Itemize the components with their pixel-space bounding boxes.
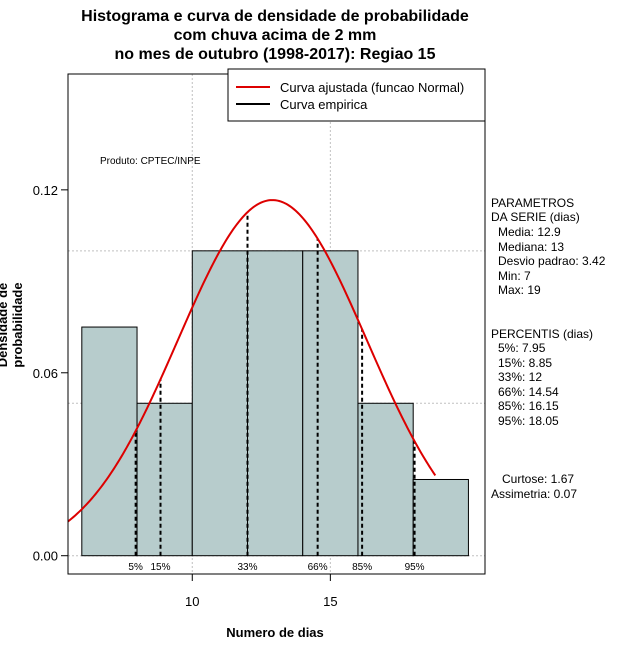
y-tick-label: 0.12 xyxy=(33,183,58,198)
percentile-label: 95% xyxy=(405,562,425,573)
histogram-bar xyxy=(357,402,414,557)
produto-annotation: Produto: CPTEC/INPE xyxy=(100,156,201,167)
parametro-desvio: Desvio padrao: 3.42 xyxy=(498,254,606,268)
histogram-bars xyxy=(81,250,469,557)
parametro-min: Min: 7 xyxy=(498,269,531,283)
percentile-label: 66% xyxy=(308,562,328,573)
percentil-15: 15%: 8.85 xyxy=(498,356,553,370)
percentile-label: 85% xyxy=(352,562,372,573)
y-tick-label: 0.00 xyxy=(33,549,58,564)
percentile-label: 5% xyxy=(128,562,143,573)
legend: Curva ajustada (funcao Normal) Curva empi… xyxy=(227,68,486,122)
percentil-33: 33%: 12 xyxy=(498,370,543,384)
percentil-5: 5%: 7.95 xyxy=(498,341,546,355)
chart-title-line-2: com chuva acima de 2 mm xyxy=(173,27,377,44)
parametro-mediana: Mediana: 13 xyxy=(498,240,565,254)
histogram-bar xyxy=(136,402,193,557)
legend-label: Curva ajustada (funcao Normal) xyxy=(280,80,464,95)
normal-curve xyxy=(67,199,437,523)
normal-curve-layer xyxy=(67,199,437,523)
percentil-85: 85%: 16.15 xyxy=(498,399,559,413)
legend-label: Curva empirica xyxy=(280,97,368,112)
parametro-max: Max: 19 xyxy=(498,283,541,297)
percentile-lines: 5% 15% 33% 66% 85% 95% xyxy=(128,212,425,573)
chart-title-line-3: no mes de outubro (1998-2017): Regiao 15 xyxy=(114,46,436,63)
stat-curtose: Curtose: 1.67 xyxy=(502,472,575,486)
histogram-bar xyxy=(302,250,359,557)
percentil-66: 66%: 14.54 xyxy=(498,385,559,399)
percentil-95: 95%: 18.05 xyxy=(498,414,559,428)
parametros-header-2: DA SERIE (dias) xyxy=(491,210,580,224)
percentile-label: 33% xyxy=(237,562,257,573)
histogram-bar xyxy=(412,478,469,557)
parametros-header-1: PARAMETROS xyxy=(491,196,575,210)
y-tick-label: 0.06 xyxy=(33,366,58,381)
percentis-header: PERCENTIS (dias) xyxy=(491,327,594,341)
histogram-bar xyxy=(247,250,304,557)
legend-box xyxy=(227,68,486,122)
percentile-label: 15% xyxy=(151,562,171,573)
chart-title-line-1: Histograma e curva de densidade de proba… xyxy=(81,8,469,25)
x-axis-label: Numero de dias xyxy=(226,625,324,640)
stat-assimetria: Assimetria: 0.07 xyxy=(491,487,578,501)
parametro-media: Media: 12.9 xyxy=(498,225,561,239)
histogram-bar xyxy=(191,250,249,557)
y-axis-label: Densidade de probabilidade xyxy=(0,282,25,368)
x-tick-label: 15 xyxy=(323,594,337,609)
histogram-bar xyxy=(81,326,138,557)
x-tick-label: 10 xyxy=(185,594,199,609)
